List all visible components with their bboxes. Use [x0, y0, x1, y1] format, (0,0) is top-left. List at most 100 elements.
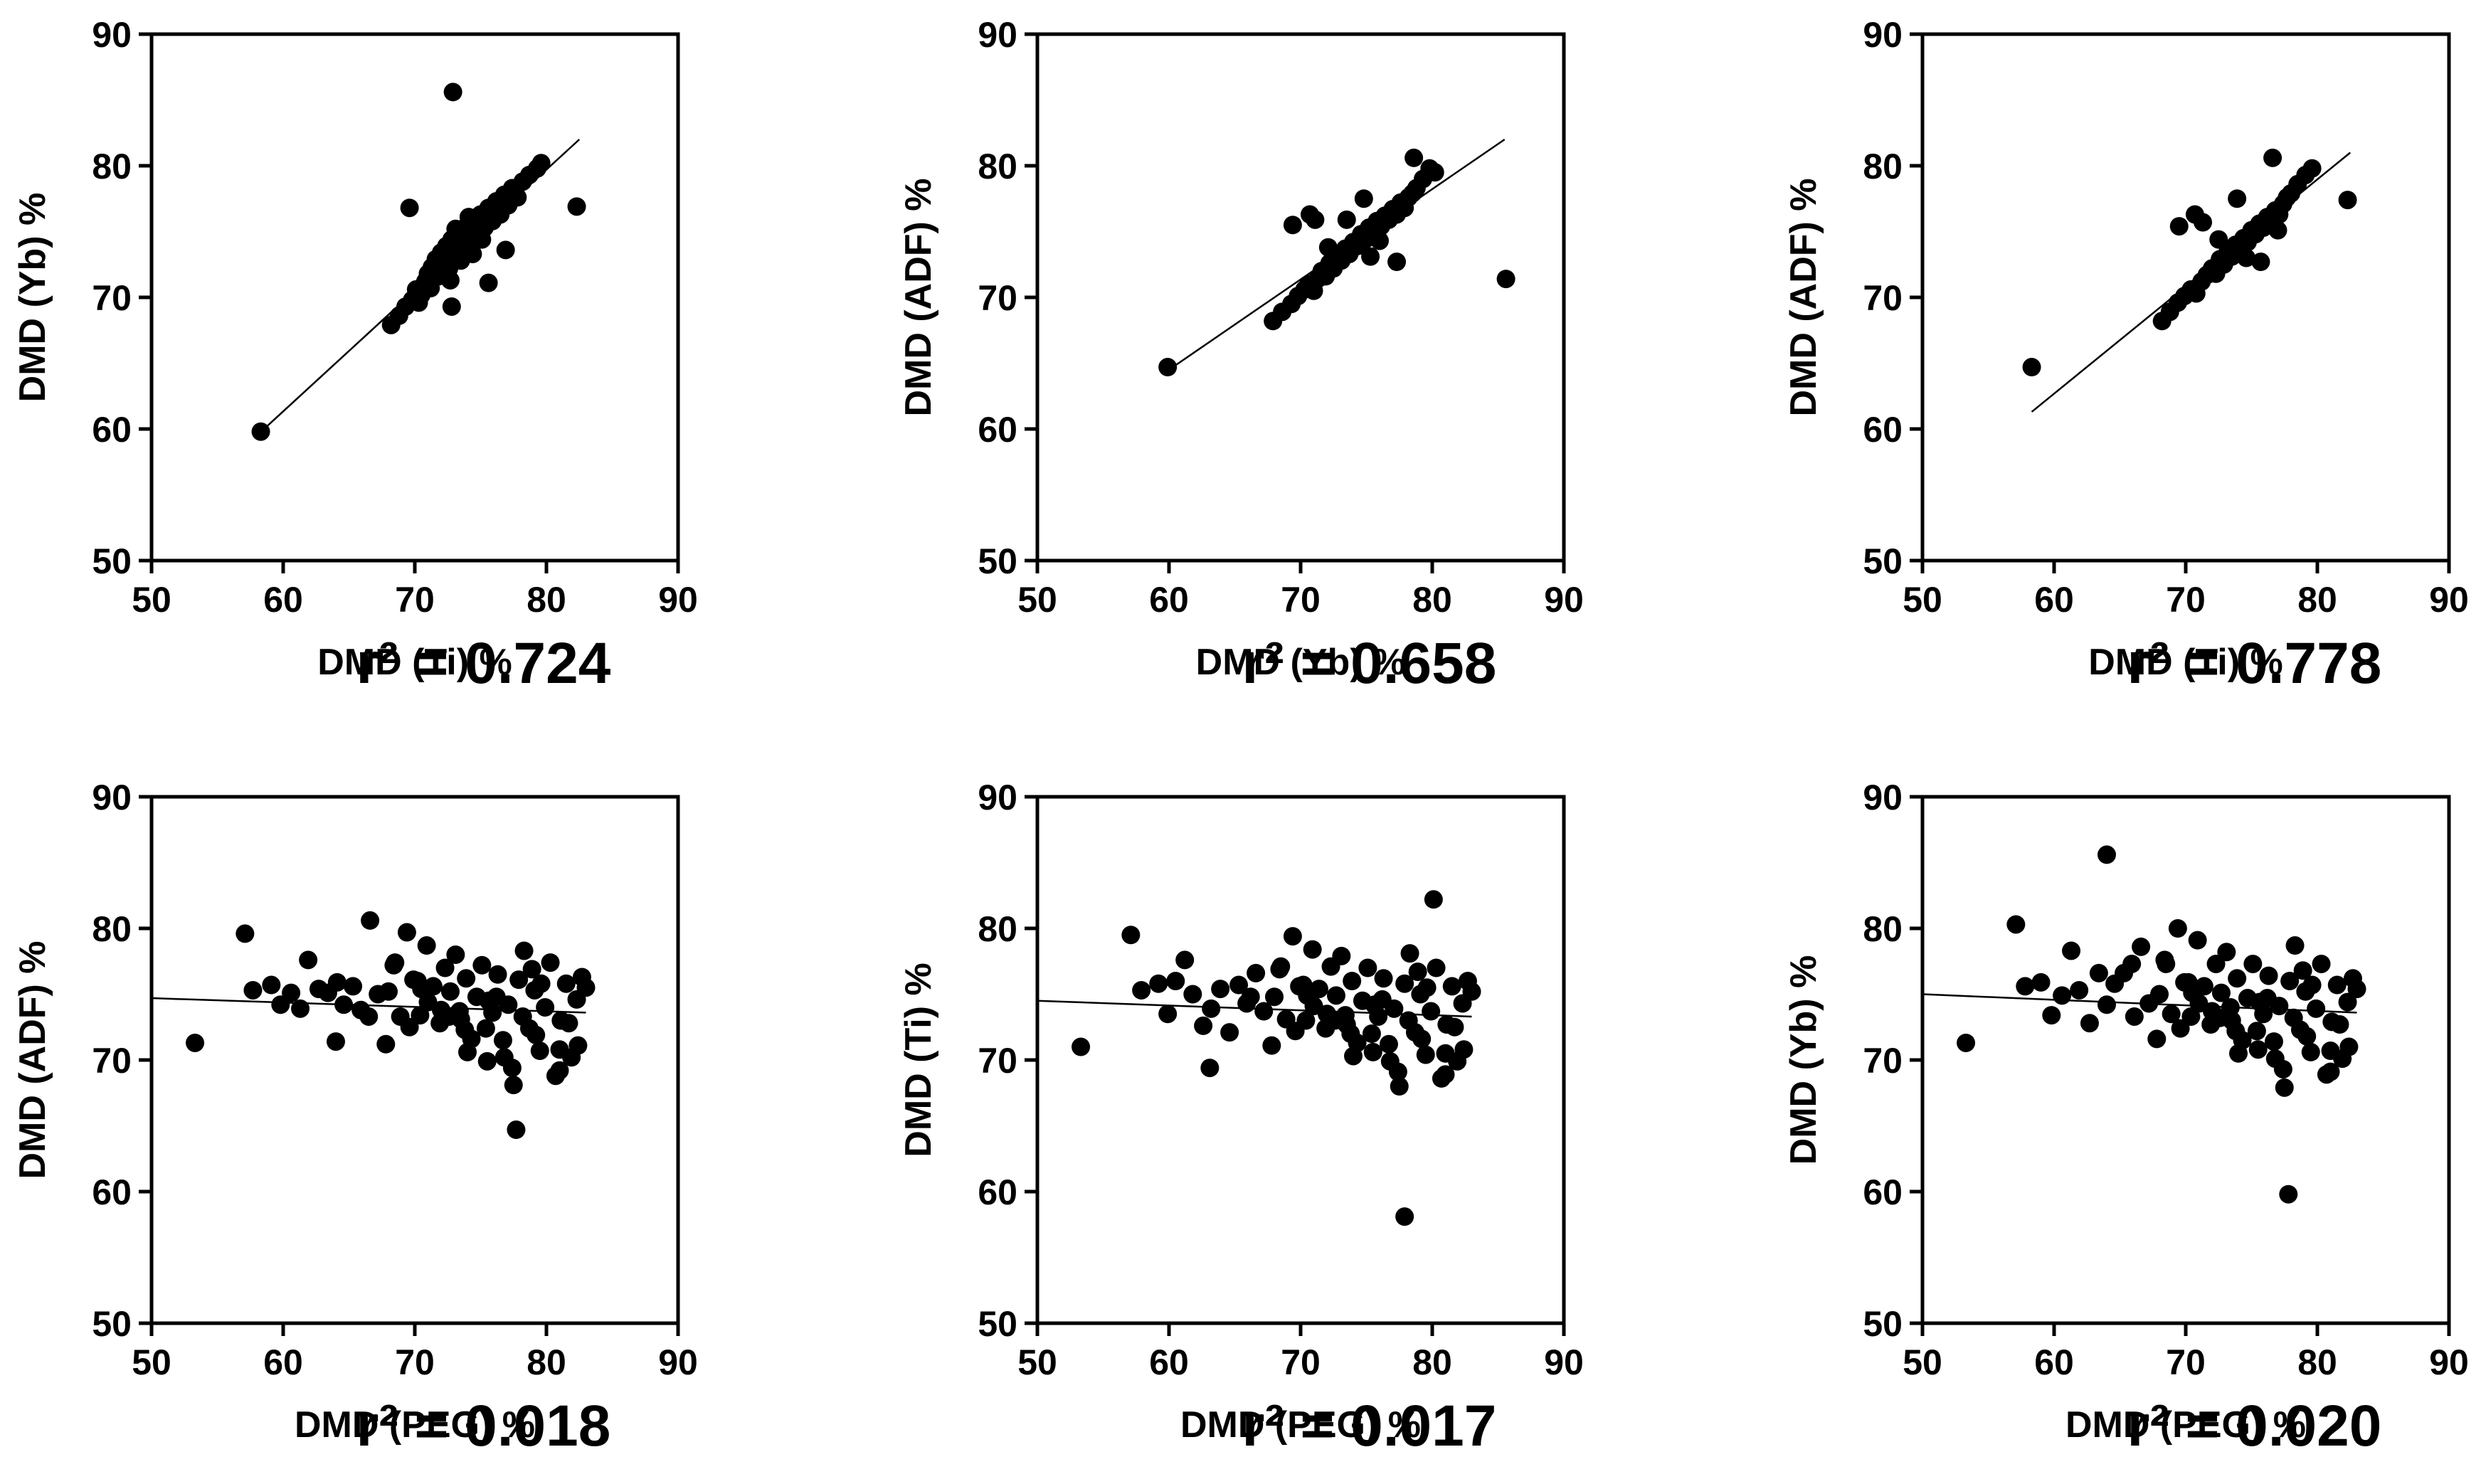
data-point [1202, 999, 1221, 1018]
y-tick-label: 70 [1863, 1041, 1903, 1081]
data-point [386, 953, 405, 972]
data-point [2263, 148, 2282, 167]
x-axis-label: DMD (PEG) % [1180, 1404, 1421, 1446]
data-point [479, 273, 498, 292]
data-point [1436, 1065, 1455, 1084]
data-point [2247, 1022, 2266, 1041]
x-tick-label: 50 [132, 580, 171, 620]
y-axis-label: DMD (Ti) % [898, 963, 939, 1157]
data-point [541, 953, 560, 972]
y-tick-label: 50 [92, 541, 132, 581]
data-point [243, 980, 263, 1000]
data-point [522, 960, 541, 979]
y-tick-label: 50 [978, 541, 1017, 581]
data-point [412, 980, 431, 999]
data-point [2162, 1005, 2181, 1024]
data-point [2171, 1019, 2190, 1038]
r-squared-label: r² = 0.658 [1242, 631, 1497, 696]
y-tick-label: 50 [1863, 541, 1903, 581]
x-tick-label: 90 [658, 1342, 698, 1382]
x-tick-label: 90 [1544, 1342, 1584, 1382]
data-point [472, 955, 492, 975]
data-point [2098, 845, 2116, 864]
data-point [476, 1019, 495, 1038]
x-tick-label: 60 [2034, 1342, 2074, 1382]
data-point [2062, 941, 2081, 960]
data-point [2321, 1062, 2340, 1081]
y-tick-label: 90 [1863, 15, 1903, 55]
data-point [2006, 915, 2026, 934]
data-point [2321, 1042, 2340, 1061]
data-point [1265, 987, 1284, 1007]
y-tick-label: 70 [978, 1041, 1017, 1081]
data-point [440, 982, 460, 1001]
data-point [1442, 977, 1461, 996]
y-tick-label: 80 [92, 909, 132, 949]
data-point [1496, 270, 1515, 289]
y-tick-label: 70 [1863, 278, 1903, 318]
data-point [567, 197, 586, 216]
data-point [1388, 1062, 1407, 1081]
x-axis-label: DMD (Ti) % [2088, 642, 2282, 683]
data-point [421, 279, 440, 298]
data-point [417, 936, 436, 955]
data-point [334, 995, 354, 1014]
chart-panel-4: 50 60 70 80 90 50 60 70 80 90 DMD (PEG) % DMD (ADF)… [12, 778, 698, 1458]
data-point [559, 1014, 578, 1033]
data-point [2147, 1029, 2167, 1049]
data-point [2297, 1027, 2317, 1046]
x-tick-label: 70 [395, 1342, 435, 1382]
data-point [1166, 972, 1185, 990]
data-point [2327, 975, 2347, 995]
data-point [509, 970, 529, 990]
y-axis-label: DMD (Yb) % [1783, 955, 1824, 1165]
data-point [550, 1061, 569, 1080]
data-point [397, 923, 416, 942]
y-axis-label: DMD (ADF) % [898, 178, 939, 416]
data-point [1436, 1044, 1455, 1063]
data-point [2339, 1037, 2359, 1056]
data-point [2228, 969, 2247, 988]
data-point [1399, 1011, 1418, 1030]
y-tick-label: 80 [1863, 909, 1903, 949]
plot-frame [149, 795, 680, 1325]
y-tick-label: 60 [1863, 410, 1903, 450]
data-point [2279, 1184, 2298, 1204]
data-point [513, 1007, 532, 1026]
data-point [376, 1034, 396, 1054]
data-point [2211, 983, 2231, 1002]
data-point [1374, 969, 1393, 988]
data-point [1387, 253, 1407, 272]
data-point [1416, 1045, 1435, 1064]
data-point [1262, 1036, 1281, 1055]
data-point [451, 251, 470, 270]
x-tick-label: 70 [395, 580, 435, 620]
data-point [1298, 986, 1317, 1005]
data-point [2194, 213, 2213, 232]
data-point [550, 1040, 569, 1059]
x-axis-label: DMD (Yb) % [1196, 642, 1406, 683]
data-point [1149, 974, 1168, 993]
data-point [2258, 989, 2277, 1008]
data-point [2125, 1007, 2144, 1026]
y-tick-label: 50 [1863, 1304, 1903, 1344]
x-tick-label: 90 [1544, 580, 1584, 620]
data-point [1354, 189, 1373, 208]
data-point [1417, 978, 1437, 997]
data-point [2053, 986, 2072, 1005]
data-point [530, 1042, 549, 1061]
x-tick-label: 60 [263, 580, 303, 620]
data-point [442, 297, 461, 316]
y-tick-label: 60 [92, 410, 132, 450]
data-point [1335, 1006, 1355, 1025]
data-point [2080, 1014, 2099, 1033]
data-point [1427, 958, 1446, 977]
data-point [2275, 1078, 2294, 1097]
data-point [2264, 1032, 2283, 1051]
data-point [2302, 159, 2322, 178]
data-point [1332, 946, 1351, 965]
x-tick-label: 60 [263, 1342, 303, 1382]
data-point [1445, 1017, 1464, 1037]
data-point [1344, 1046, 1363, 1066]
